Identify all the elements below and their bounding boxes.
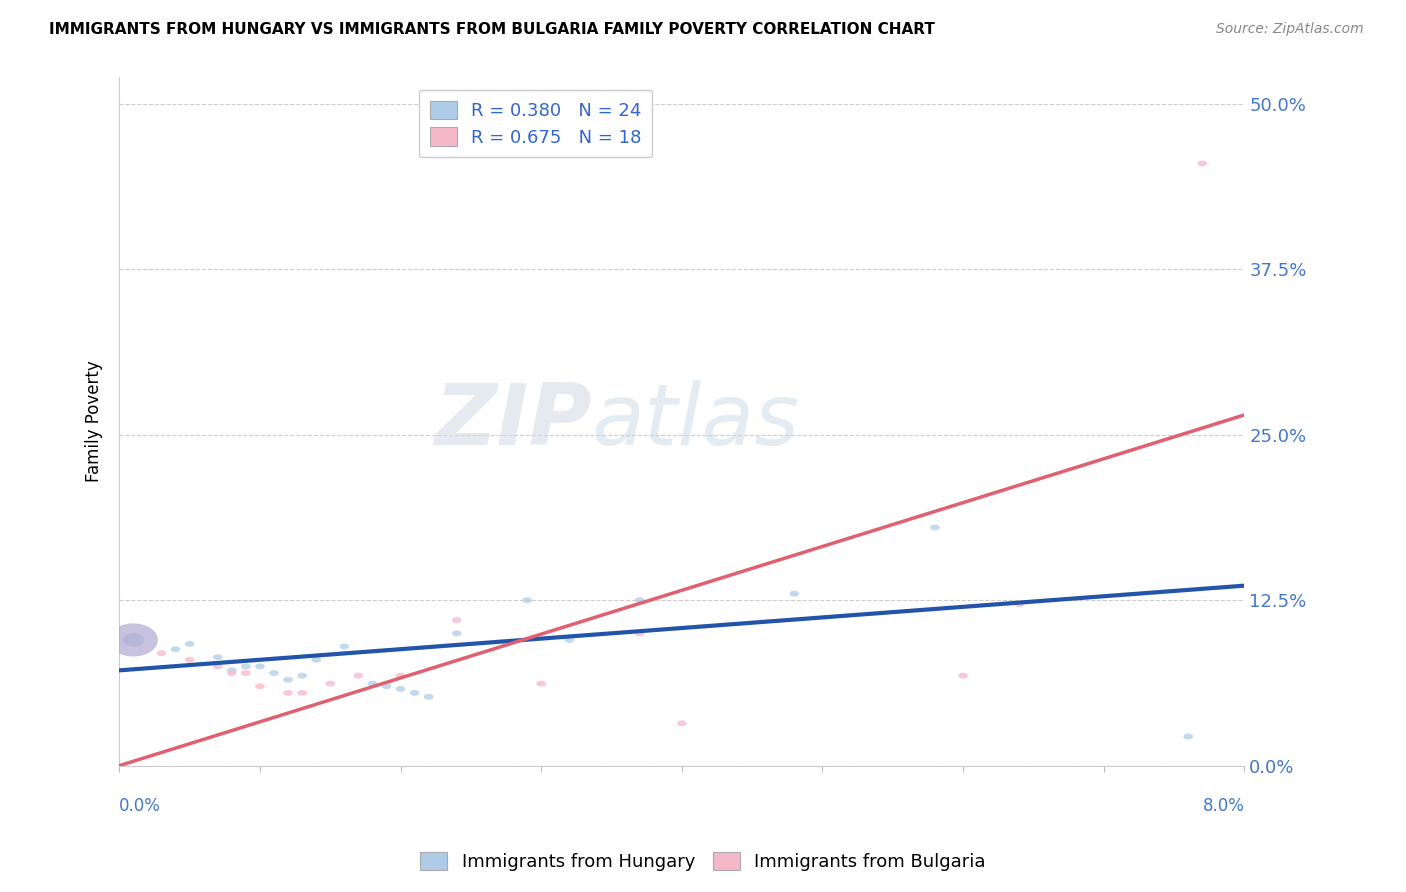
Ellipse shape <box>409 690 419 696</box>
Y-axis label: Family Poverty: Family Poverty <box>86 360 103 483</box>
Text: ZIP: ZIP <box>434 380 592 463</box>
Ellipse shape <box>395 673 405 679</box>
Ellipse shape <box>353 673 363 679</box>
Ellipse shape <box>522 598 531 603</box>
Ellipse shape <box>325 681 335 687</box>
Ellipse shape <box>212 664 222 669</box>
Ellipse shape <box>790 591 799 597</box>
Ellipse shape <box>156 650 166 657</box>
Ellipse shape <box>226 670 236 676</box>
Ellipse shape <box>959 673 967 679</box>
Ellipse shape <box>122 633 145 647</box>
Ellipse shape <box>634 631 644 636</box>
Ellipse shape <box>931 524 939 531</box>
Ellipse shape <box>297 673 307 679</box>
Ellipse shape <box>170 646 180 652</box>
Ellipse shape <box>1184 733 1192 739</box>
Ellipse shape <box>283 677 292 682</box>
Ellipse shape <box>536 681 546 687</box>
Ellipse shape <box>108 624 157 657</box>
Ellipse shape <box>254 683 264 690</box>
Ellipse shape <box>451 617 461 623</box>
Ellipse shape <box>423 694 433 700</box>
Ellipse shape <box>381 683 391 690</box>
Ellipse shape <box>184 657 194 663</box>
Ellipse shape <box>269 670 278 676</box>
Ellipse shape <box>339 643 349 649</box>
Ellipse shape <box>184 641 194 647</box>
Text: 0.0%: 0.0% <box>120 797 162 814</box>
Text: atlas: atlas <box>592 380 800 463</box>
Ellipse shape <box>240 664 250 669</box>
Ellipse shape <box>254 664 264 669</box>
Ellipse shape <box>311 657 321 663</box>
Ellipse shape <box>212 654 222 660</box>
Ellipse shape <box>297 690 307 696</box>
Legend: Immigrants from Hungary, Immigrants from Bulgaria: Immigrants from Hungary, Immigrants from… <box>413 845 993 879</box>
Ellipse shape <box>395 686 405 692</box>
Legend: R = 0.380   N = 24, R = 0.675   N = 18: R = 0.380 N = 24, R = 0.675 N = 18 <box>419 90 652 158</box>
Ellipse shape <box>240 670 250 676</box>
Ellipse shape <box>367 681 377 687</box>
Text: IMMIGRANTS FROM HUNGARY VS IMMIGRANTS FROM BULGARIA FAMILY POVERTY CORRELATION C: IMMIGRANTS FROM HUNGARY VS IMMIGRANTS FR… <box>49 22 935 37</box>
Ellipse shape <box>634 598 644 603</box>
Ellipse shape <box>678 721 686 726</box>
Ellipse shape <box>1015 601 1024 607</box>
Ellipse shape <box>451 631 461 636</box>
Text: Source: ZipAtlas.com: Source: ZipAtlas.com <box>1216 22 1364 37</box>
Ellipse shape <box>1198 161 1208 167</box>
Ellipse shape <box>226 667 236 673</box>
Ellipse shape <box>283 690 292 696</box>
Text: 8.0%: 8.0% <box>1202 797 1244 814</box>
Ellipse shape <box>564 637 574 643</box>
